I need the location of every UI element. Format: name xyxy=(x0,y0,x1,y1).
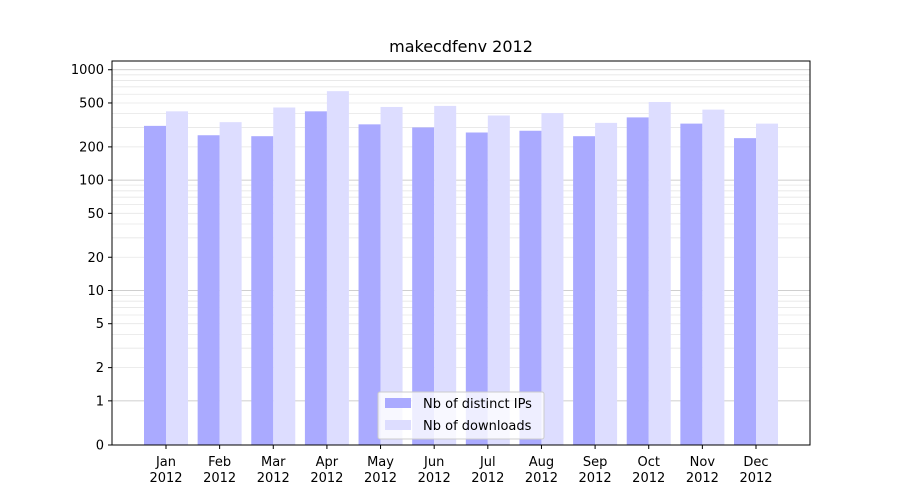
bar xyxy=(541,113,564,446)
x-tick-label: May 2012 xyxy=(364,455,397,486)
bar xyxy=(219,122,242,446)
x-tick-label: Dec 2012 xyxy=(739,455,772,486)
bar xyxy=(358,124,381,445)
x-tick-label: Feb 2012 xyxy=(203,455,236,486)
legend-label: Nb of downloads xyxy=(423,419,532,434)
bar xyxy=(251,136,274,445)
legend-swatch xyxy=(385,398,411,408)
x-tick-label: Sep 2012 xyxy=(579,455,612,486)
bar xyxy=(595,122,618,446)
x-tick-label: Jul 2012 xyxy=(471,455,504,486)
legend-box xyxy=(377,391,545,440)
x-tick-label: Oct 2012 xyxy=(632,455,665,486)
x-tick-label: Jun 2012 xyxy=(418,455,451,486)
y-tick-label: 2 xyxy=(96,361,104,376)
bar xyxy=(166,111,188,446)
legend: Nb of distinct IPs Nb of downloads xyxy=(377,391,545,440)
bars xyxy=(144,91,778,446)
y-tick-label: 1 xyxy=(96,394,104,409)
legend-label: Nb of distinct IPs xyxy=(423,397,532,412)
y-tick-label: 50 xyxy=(87,207,104,222)
y-tick-label: 20 xyxy=(87,251,104,266)
bar xyxy=(680,123,703,445)
bar xyxy=(626,117,649,445)
y-tick-label: 5 xyxy=(96,317,104,332)
bar xyxy=(412,127,435,446)
x-tick-label: Mar 2012 xyxy=(257,455,290,486)
bar xyxy=(304,111,327,446)
legend-swatch xyxy=(385,420,411,430)
bar xyxy=(465,132,488,446)
y-tick-label: 100 xyxy=(79,174,104,189)
y-tick-label: 10 xyxy=(87,284,104,299)
bar xyxy=(734,138,756,445)
x-axis: Jan 2012 Feb 2012 Mar 2012 Apr 2012 May 2012 Jun 20… xyxy=(149,445,773,486)
x-tick-label: Aug 2012 xyxy=(525,455,558,486)
y-tick-label: 200 xyxy=(79,140,104,155)
x-tick-label: Nov 2012 xyxy=(686,455,719,486)
bar xyxy=(380,106,403,445)
bar xyxy=(702,109,725,445)
x-tick-label: Apr 2012 xyxy=(310,455,343,486)
bar xyxy=(573,136,596,445)
y-tick-label: 1000 xyxy=(71,63,104,78)
bar xyxy=(756,123,778,445)
bar xyxy=(273,107,296,445)
bar xyxy=(487,115,510,446)
plot-frame xyxy=(111,60,811,446)
y-tick-label: 0 xyxy=(96,439,104,454)
y-tick-label: 500 xyxy=(79,96,104,111)
x-tick-label: Jan 2012 xyxy=(149,455,182,486)
bar xyxy=(648,102,671,445)
bar xyxy=(326,91,349,445)
bar xyxy=(197,135,220,445)
bar xyxy=(434,105,457,445)
bar xyxy=(144,125,166,445)
chart-title: makecdfenv 2012 xyxy=(389,37,533,56)
bar xyxy=(519,130,542,445)
y-axis: 0 1 2 5 10 20 50 100 200 500 1000 xyxy=(71,63,112,454)
